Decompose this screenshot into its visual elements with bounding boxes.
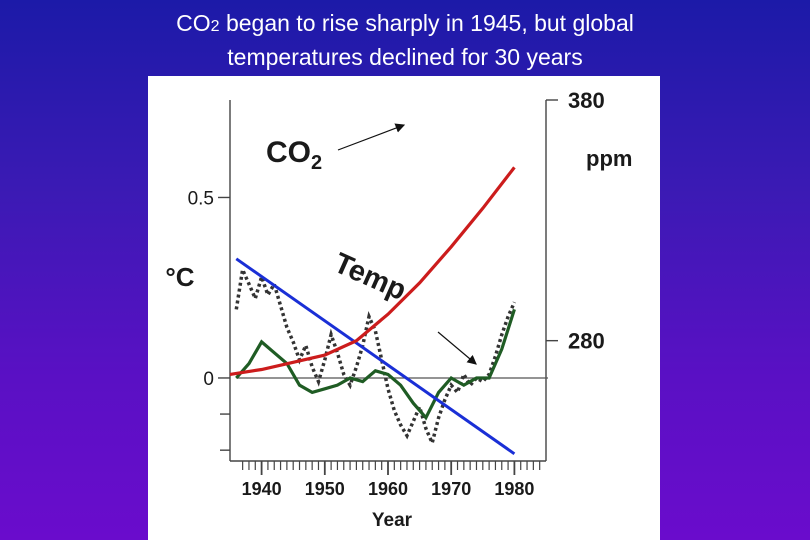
right-axis-tick-label: 380 bbox=[568, 88, 605, 113]
left-axis-tick-label: 0 bbox=[203, 369, 214, 390]
x-axis-tick-label: 1940 bbox=[242, 479, 282, 499]
left-axis-unit: °C bbox=[165, 262, 194, 292]
series-co2 bbox=[229, 166, 516, 376]
x-axis-tick-label: 1980 bbox=[494, 479, 534, 499]
co2-annotation-arrow bbox=[337, 123, 406, 151]
series-temperature-trend bbox=[235, 257, 516, 456]
co2-annotation-label: CO2 bbox=[266, 136, 322, 174]
temp-annotation-label: Temp bbox=[329, 247, 411, 307]
chart-panel: 0.5 0 °C 380 280 ppm 1940 1950 1960 1970 1980 Year C… bbox=[148, 76, 660, 540]
title-line-2: temperatures declined for 30 years bbox=[227, 44, 583, 70]
title-line-1: CO2 began to rise sharply in 1945, but g… bbox=[176, 10, 634, 36]
x-axis-tick-label: 1960 bbox=[368, 479, 408, 499]
x-axis-title: Year bbox=[372, 510, 413, 531]
left-axis-tick-label: 0.5 bbox=[188, 188, 214, 209]
x-axis-tick-label: 1950 bbox=[305, 479, 345, 499]
temp-annotation-arrow bbox=[437, 331, 477, 365]
right-axis-unit: ppm bbox=[586, 146, 632, 171]
temperature-co2-chart: 0.5 0 °C 380 280 ppm 1940 1950 1960 1970 1980 Year C… bbox=[165, 88, 632, 531]
series-temperature-smoothed bbox=[235, 308, 516, 421]
x-axis-tick-label: 1970 bbox=[431, 479, 471, 499]
right-axis-tick-label: 280 bbox=[568, 329, 605, 354]
slide-title: CO2 began to rise sharply in 1945, but g… bbox=[0, 8, 810, 73]
title-subscript: 2 bbox=[210, 18, 220, 35]
